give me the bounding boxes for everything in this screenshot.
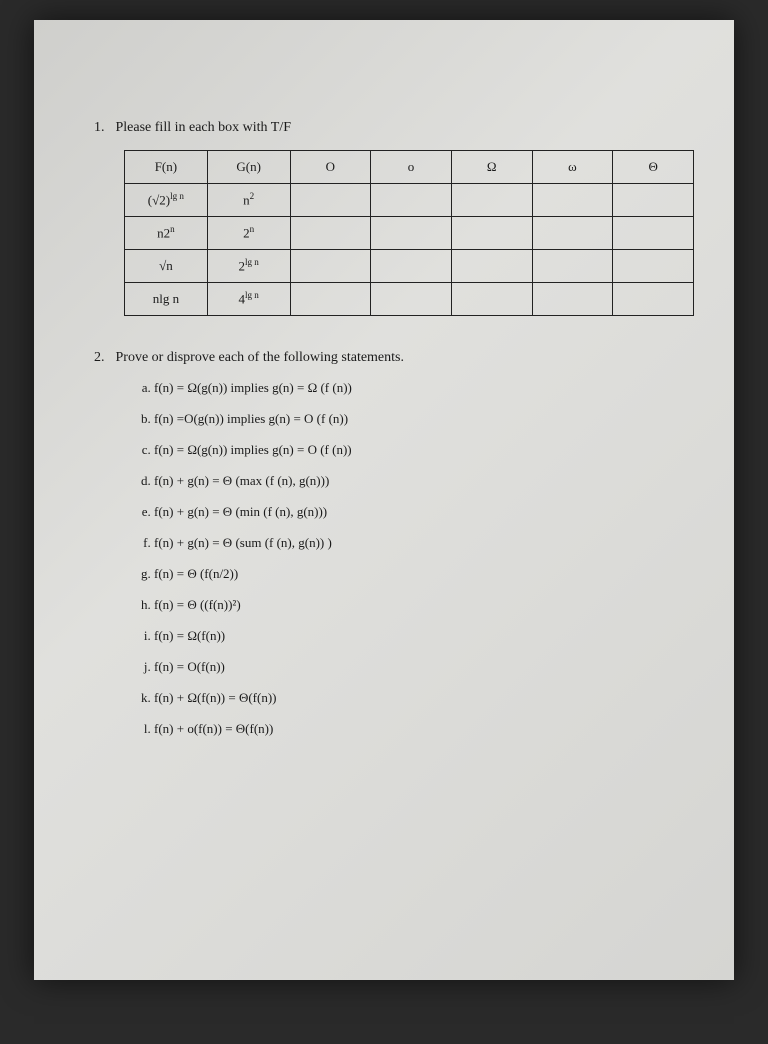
q1-cell-g: n2 — [207, 184, 290, 217]
q2-item: f(n) + o(f(n)) = Θ(f(n)) — [154, 721, 694, 737]
q1-row: √n 2lg n — [125, 250, 694, 283]
q1-h-lilo: o — [371, 151, 452, 184]
q1-cell-blank[interactable] — [290, 283, 371, 316]
q1-h-theta: Θ — [613, 151, 694, 184]
q1-cell-blank[interactable] — [451, 217, 532, 250]
q2-item: f(n) = Ω(f(n)) — [154, 628, 694, 644]
q2-number: 2. — [94, 350, 112, 366]
q1-prompt-line: 1. Please fill in each box with T/F — [94, 120, 694, 136]
q1-h-gn: G(n) — [207, 151, 290, 184]
q1-cell-blank[interactable] — [613, 217, 694, 250]
q1-cell-blank[interactable] — [290, 184, 371, 217]
q2-prompt-line: 2. Prove or disprove each of the followi… — [94, 350, 694, 366]
q1-cell-blank[interactable] — [371, 283, 452, 316]
q1-h-lilom: ω — [532, 151, 613, 184]
q1-cell-blank[interactable] — [532, 250, 613, 283]
q1-cell-g: 2n — [207, 217, 290, 250]
q2-item: f(n) + g(n) = Θ (max (f (n), g(n))) — [154, 473, 694, 489]
q1-cell-g: 4lg n — [207, 283, 290, 316]
q1-row: (√2)lg n n2 — [125, 184, 694, 217]
q1-cell-f: nlg n — [125, 283, 208, 316]
q1-cell-blank[interactable] — [371, 250, 452, 283]
q1-cell-blank[interactable] — [451, 250, 532, 283]
q1-row: n2n 2n — [125, 217, 694, 250]
q1-cell-blank[interactable] — [532, 217, 613, 250]
q1-h-bigO: O — [290, 151, 371, 184]
q2-prompt: Prove or disprove each of the following … — [116, 350, 404, 365]
q2-list: f(n) = Ω(g(n)) implies g(n) = Ω (f (n)) … — [154, 380, 694, 737]
q1-h-omega: Ω — [451, 151, 532, 184]
q1-cell-blank[interactable] — [371, 184, 452, 217]
q1-row: nlg n 4lg n — [125, 283, 694, 316]
q1-cell-blank[interactable] — [613, 283, 694, 316]
q2-item: f(n) = Ω(g(n)) implies g(n) = Ω (f (n)) — [154, 380, 694, 396]
q1-cell-blank[interactable] — [613, 184, 694, 217]
q1-table: F(n) G(n) O o Ω ω Θ (√2)lg n n2 n2n 2n — [124, 150, 694, 316]
q1-cell-blank[interactable] — [290, 217, 371, 250]
q1-cell-f: (√2)lg n — [125, 184, 208, 217]
q1-header-row: F(n) G(n) O o Ω ω Θ — [125, 151, 694, 184]
q2-item: f(n) = O(f(n)) — [154, 659, 694, 675]
q2-item: f(n) = Θ ((f(n))²) — [154, 597, 694, 613]
q2-item: f(n) = Ω(g(n)) implies g(n) = O (f (n)) — [154, 442, 694, 458]
q1-cell-blank[interactable] — [532, 184, 613, 217]
q2-item: f(n) = Θ (f(n/2)) — [154, 566, 694, 582]
q1-cell-f: n2n — [125, 217, 208, 250]
q1-cell-g: 2lg n — [207, 250, 290, 283]
q1-h-fn: F(n) — [125, 151, 208, 184]
q2-item: f(n) + g(n) = Θ (sum (f (n), g(n)) ) — [154, 535, 694, 551]
q2-item: f(n) + Ω(f(n)) = Θ(f(n)) — [154, 690, 694, 706]
worksheet-page: 1. Please fill in each box with T/F F(n)… — [34, 20, 734, 980]
q1-cell-blank[interactable] — [451, 184, 532, 217]
q1-cell-blank[interactable] — [371, 217, 452, 250]
q2-item: f(n) + g(n) = Θ (min (f (n), g(n))) — [154, 504, 694, 520]
q1-prompt: Please fill in each box with T/F — [116, 120, 292, 135]
q1-cell-f: √n — [125, 250, 208, 283]
q1-cell-blank[interactable] — [451, 283, 532, 316]
q2-item: f(n) =O(g(n)) implies g(n) = O (f (n)) — [154, 411, 694, 427]
q1-number: 1. — [94, 120, 112, 136]
q1-cell-blank[interactable] — [290, 250, 371, 283]
q1-cell-blank[interactable] — [532, 283, 613, 316]
q1-cell-blank[interactable] — [613, 250, 694, 283]
